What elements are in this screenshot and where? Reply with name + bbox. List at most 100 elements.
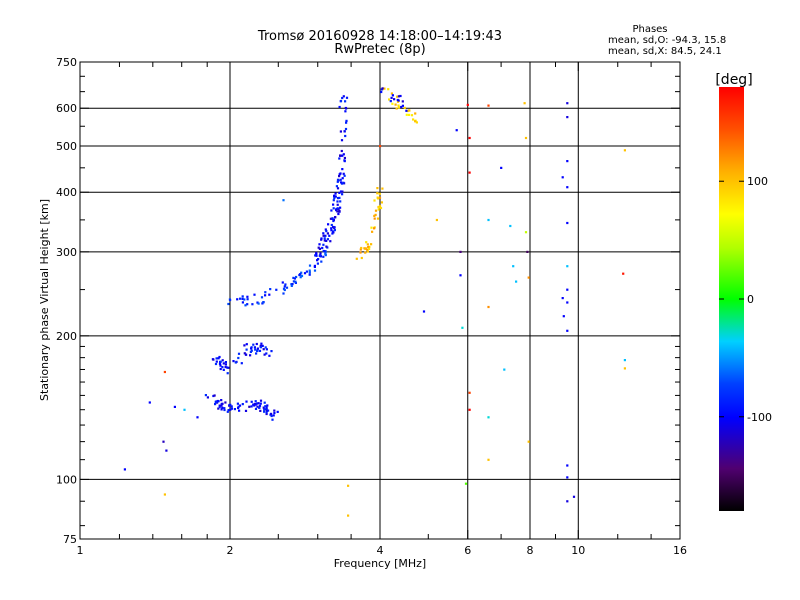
data-point [243, 344, 246, 347]
data-point [308, 273, 311, 276]
data-point [241, 403, 244, 406]
y-tick-label: 200 [56, 330, 77, 343]
y-tick-label: 500 [56, 140, 77, 153]
stats-heading: Phases [632, 24, 667, 35]
data-point [561, 297, 564, 300]
data-point [308, 271, 311, 274]
data-point [623, 367, 626, 370]
data-point [524, 136, 528, 140]
data-point [273, 409, 276, 412]
data-point [512, 265, 515, 268]
colorbar-label: [deg] [715, 72, 752, 88]
data-point [206, 396, 209, 399]
data-point [390, 92, 393, 95]
data-point [292, 276, 295, 279]
data-point [334, 192, 337, 195]
data-point [341, 177, 344, 180]
data-point [294, 281, 297, 284]
x-tick-label: 8 [527, 544, 534, 557]
data-point [325, 239, 328, 242]
data-point [315, 252, 318, 255]
data-point [400, 105, 403, 109]
data-point [326, 232, 329, 235]
data-point [331, 217, 334, 220]
y-tick-label: 75 [63, 533, 77, 546]
data-point [264, 294, 267, 297]
data-point [336, 197, 340, 200]
data-point [265, 409, 268, 412]
data-point [526, 250, 529, 253]
data-point [336, 210, 339, 213]
data-point [162, 440, 165, 443]
data-point [324, 251, 327, 254]
colorbar-ticks: 100 0 -100 [719, 175, 772, 424]
data-point [344, 100, 347, 103]
data-point [221, 359, 224, 362]
data-point [340, 139, 344, 142]
data-point [285, 286, 289, 289]
data-point [366, 248, 369, 251]
data-point [227, 302, 230, 306]
data-point [305, 270, 308, 273]
data-point [229, 403, 232, 406]
x-tick-label: 4 [377, 544, 384, 557]
data-point [320, 238, 323, 241]
data-point [622, 272, 625, 275]
data-point [148, 401, 151, 404]
data-point [332, 207, 335, 210]
data-point [222, 368, 225, 371]
data-point [376, 187, 379, 190]
data-point [566, 301, 569, 304]
data-point [329, 217, 332, 220]
data-point [308, 269, 311, 272]
data-point [339, 190, 343, 193]
data-point [259, 409, 262, 412]
data-point [377, 206, 381, 209]
data-point [408, 109, 411, 112]
data-point [255, 342, 258, 346]
data-point [323, 237, 326, 240]
data-point [224, 363, 227, 366]
data-point [315, 254, 318, 257]
data-point [487, 416, 490, 419]
data-point [344, 134, 347, 138]
data-point [299, 273, 302, 276]
data-point [319, 252, 322, 255]
data-point [324, 252, 327, 255]
data-point [336, 207, 339, 210]
data-point [468, 408, 471, 411]
data-point [230, 407, 233, 410]
data-point [342, 95, 345, 98]
data-point [243, 352, 246, 355]
data-point [313, 264, 316, 267]
data-point [341, 168, 344, 171]
data-point [241, 295, 244, 298]
data-point [300, 271, 303, 274]
data-point [330, 223, 333, 227]
data-point [282, 292, 285, 295]
data-point [515, 280, 518, 283]
data-point [468, 391, 471, 394]
x-tick-label: 10 [571, 544, 585, 557]
data-point [566, 186, 569, 189]
data-point [253, 346, 256, 349]
data-point [282, 199, 285, 202]
data-point [572, 495, 576, 498]
data-point [250, 400, 253, 403]
data-point [229, 298, 232, 302]
data-point [325, 245, 328, 248]
data-point [293, 277, 296, 280]
data-point [338, 105, 341, 109]
data-point [254, 400, 257, 403]
data-point [338, 157, 341, 160]
data-point [163, 370, 166, 374]
data-point [379, 145, 382, 148]
data-point [244, 304, 247, 307]
data-point [336, 187, 340, 190]
data-point [340, 182, 344, 185]
data-point [313, 269, 317, 272]
data-point [566, 221, 569, 225]
data-point [246, 303, 249, 306]
data-point [213, 394, 216, 397]
data-point [374, 213, 377, 216]
